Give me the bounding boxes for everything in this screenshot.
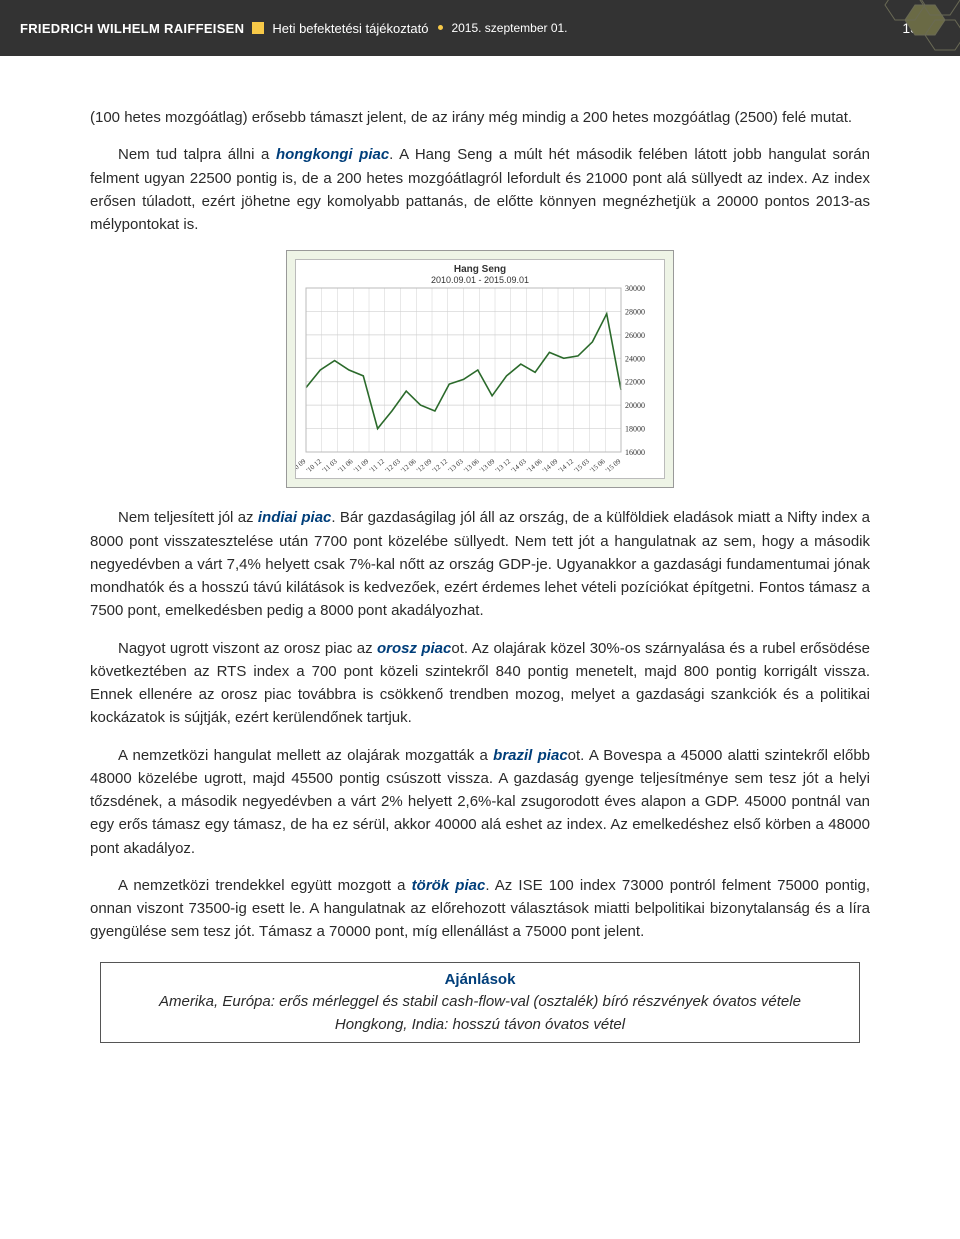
svg-text:'13 12: '13 12	[494, 457, 513, 474]
svg-text:'14 12: '14 12	[557, 457, 576, 474]
svg-text:30000: 30000	[625, 284, 645, 293]
keyword-hongkong: hongkongi piac	[276, 146, 389, 163]
paragraph-1: (100 hetes mozgóátlag) erősebb támaszt j…	[90, 106, 870, 129]
chart-title: Hang Seng 2010.09.01 - 2015.09.01	[431, 264, 529, 286]
publisher-name: FRIEDRICH WILHELM RAIFFEISEN	[20, 21, 244, 36]
svg-text:'10 12: '10 12	[305, 457, 324, 474]
accent-square-icon	[252, 22, 264, 34]
doc-date: 2015. szeptember 01.	[451, 21, 567, 35]
svg-text:'12 09: '12 09	[415, 457, 434, 474]
recommendations-title: Ajánlások	[111, 969, 849, 992]
svg-text:'15 06: '15 06	[588, 457, 607, 474]
svg-text:18000: 18000	[625, 425, 645, 434]
svg-text:'14 09: '14 09	[541, 457, 560, 474]
paragraph-4: Nagyot ugrott viszont az orosz piac az o…	[90, 637, 870, 730]
svg-text:'11 09: '11 09	[352, 457, 370, 474]
para4-a: Nagyot ugrott viszont az orosz piac az	[118, 640, 377, 657]
svg-text:'14 03: '14 03	[510, 457, 529, 474]
page-number: 13	[902, 20, 918, 36]
chart-plot-area: Hang Seng 2010.09.01 - 2015.09.01 160001…	[295, 259, 665, 479]
svg-text:'12 12: '12 12	[431, 457, 450, 474]
para6-a: A nemzetközi trendekkel együtt mozgott a	[118, 877, 412, 894]
doc-subtitle: Heti befektetési tájékoztató	[272, 21, 428, 36]
svg-text:'13 03: '13 03	[447, 457, 466, 474]
chart-title-text: Hang Seng	[454, 264, 506, 275]
keyword-turkey: török piac	[412, 877, 486, 894]
keyword-brazil: brazil piac	[493, 747, 568, 764]
keyword-india: indiai piac	[258, 509, 332, 526]
chart-container: Hang Seng 2010.09.01 - 2015.09.01 160001…	[90, 250, 870, 488]
svg-text:'11 06: '11 06	[337, 457, 355, 474]
svg-text:'15 09: '15 09	[604, 457, 623, 474]
svg-text:'14 06: '14 06	[525, 457, 544, 474]
svg-text:'10 09: '10 09	[296, 457, 308, 474]
chart-svg: 16000 18000 20000 22000 24000 26000 28000 30000…	[296, 260, 666, 480]
paragraph-2: Nem tud talpra állni a hongkongi piac. A…	[90, 143, 870, 236]
svg-text:24000: 24000	[625, 355, 645, 364]
paragraph-6: A nemzetközi trendekkel együtt mozgott a…	[90, 874, 870, 944]
paragraph-5: A nemzetközi hangulat mellett az olajára…	[90, 744, 870, 860]
svg-text:'13 06: '13 06	[462, 457, 481, 474]
para1-text: (100 hetes mozgóátlag) erősebb támaszt j…	[90, 109, 852, 126]
svg-text:'12 06: '12 06	[399, 457, 418, 474]
page-content: (100 hetes mozgóátlag) erősebb támaszt j…	[0, 56, 960, 1063]
para2-a: Nem tud talpra állni a	[118, 146, 276, 163]
para3-a: Nem teljesített jól az	[118, 509, 258, 526]
recommendations-line1: Amerika, Európa: erős mérleggel és stabi…	[111, 991, 849, 1014]
recommendations-line2: Hongkong, India: hosszú távon óvatos vét…	[111, 1014, 849, 1037]
svg-text:'15 03: '15 03	[573, 457, 592, 474]
svg-text:20000: 20000	[625, 401, 645, 410]
svg-text:'12 03: '12 03	[384, 457, 403, 474]
svg-text:26000: 26000	[625, 331, 645, 340]
chart-subtitle: 2010.09.01 - 2015.09.01	[431, 275, 529, 285]
recommendations-box: Ajánlások Amerika, Európa: erős mérlegge…	[100, 962, 860, 1044]
page-header: FRIEDRICH WILHELM RAIFFEISEN Heti befekt…	[0, 0, 960, 56]
svg-text:22000: 22000	[625, 378, 645, 387]
svg-text:16000: 16000	[625, 448, 645, 457]
chart-frame: Hang Seng 2010.09.01 - 2015.09.01 160001…	[286, 250, 674, 488]
accent-dot-icon	[438, 25, 443, 30]
svg-text:'13 09: '13 09	[478, 457, 497, 474]
para5-a: A nemzetközi hangulat mellett az olajára…	[118, 747, 493, 764]
paragraph-3: Nem teljesített jól az indiai piac. Bár …	[90, 506, 870, 622]
keyword-russia: orosz piac	[377, 640, 451, 657]
svg-text:28000: 28000	[625, 308, 645, 317]
svg-text:'11 12: '11 12	[368, 457, 386, 474]
svg-text:'11 03: '11 03	[321, 457, 339, 474]
